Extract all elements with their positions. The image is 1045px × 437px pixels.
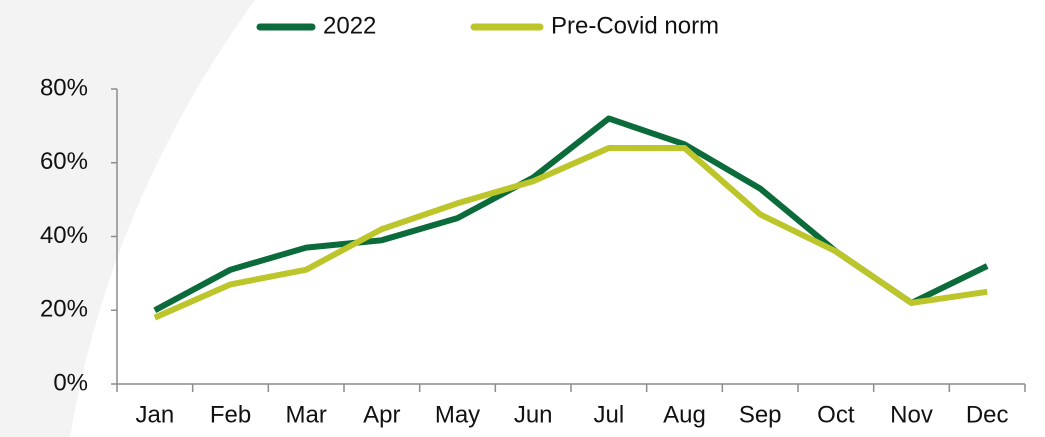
y-tick-label: 80% <box>40 74 88 101</box>
series-line <box>153 115 989 313</box>
x-tick-label: Nov <box>890 401 933 428</box>
y-tick-label: 0% <box>53 369 88 396</box>
legend-label: 2022 <box>323 12 376 39</box>
x-tick-label: Oct <box>817 401 855 428</box>
x-tick-label: Jun <box>514 401 553 428</box>
x-tick-label: Aug <box>663 401 706 428</box>
x-tick-label: Sep <box>739 401 782 428</box>
y-tick-label: 40% <box>40 222 88 249</box>
y-tick-label: 20% <box>40 296 88 323</box>
x-tick-label: Jan <box>135 401 174 428</box>
x-tick-label: May <box>435 401 480 428</box>
series-line <box>153 145 988 321</box>
legend-label: Pre-Covid norm <box>551 12 719 39</box>
x-tick-label: Apr <box>363 401 400 428</box>
x-tick-label: Jul <box>593 401 624 428</box>
x-tick-label: Dec <box>966 401 1009 428</box>
x-tick-label: Feb <box>210 401 251 428</box>
y-tick-label: 60% <box>40 148 88 175</box>
background-shape <box>0 0 255 437</box>
x-tick-label: Mar <box>285 401 326 428</box>
